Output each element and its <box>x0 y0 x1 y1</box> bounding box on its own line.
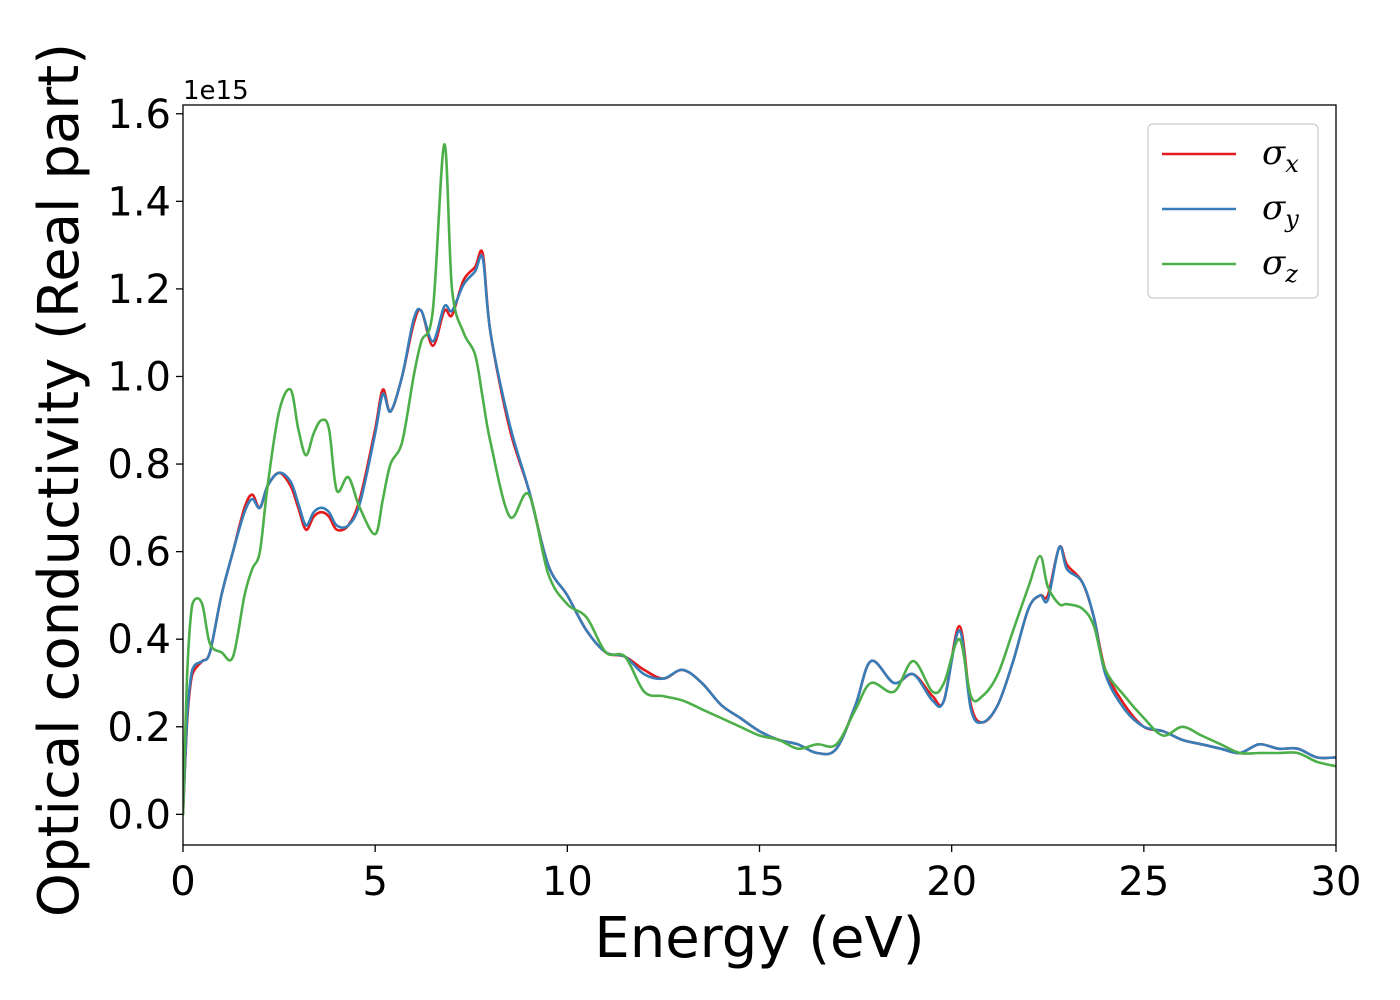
y-tick-label: 1.4 <box>107 179 171 225</box>
y-tick-label: 1.2 <box>107 267 171 313</box>
y-tick-label: 1.0 <box>107 354 171 400</box>
y-axis-label: Optical conductivity (Real part) <box>27 43 92 917</box>
x-tick-label: 0 <box>170 859 195 905</box>
y-axis: 0.0 0.2 0.4 0.6 0.8 1.0 1.2 1.4 1.6 <box>107 92 183 838</box>
y-offset-label: 1e15 <box>183 76 249 106</box>
y-tick-label: 0.8 <box>107 442 171 488</box>
y-tick-label: 0.0 <box>107 792 171 838</box>
series-line-z <box>183 143 1336 816</box>
series-line-y <box>183 254 1336 816</box>
x-tick-label: 30 <box>1311 859 1362 905</box>
series-layer <box>183 143 1336 816</box>
x-tick-label: 20 <box>926 859 977 905</box>
legend-label: σx <box>1262 133 1299 178</box>
legend: σx σy σz <box>1147 123 1319 299</box>
y-tick-label: 0.4 <box>107 617 171 663</box>
x-tick-label: 5 <box>362 859 387 905</box>
legend-label: σz <box>1262 243 1298 288</box>
legend-box <box>1147 123 1319 299</box>
x-tick-label: 10 <box>542 859 593 905</box>
x-axis-label: Energy (eV) <box>594 906 924 971</box>
y-tick-label: 0.6 <box>107 530 171 576</box>
x-tick-label: 15 <box>734 859 785 905</box>
x-axis: 0 5 10 15 20 25 30 <box>170 845 1361 905</box>
x-tick-label: 25 <box>1118 859 1169 905</box>
legend-label: σy <box>1262 188 1299 233</box>
y-tick-label: 0.2 <box>107 705 171 751</box>
y-tick-label: 1.6 <box>107 92 171 138</box>
